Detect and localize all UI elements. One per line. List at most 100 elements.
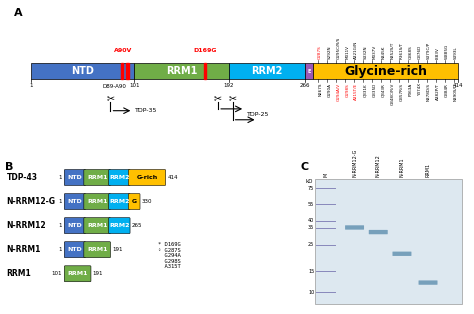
Text: 266: 266 — [300, 84, 310, 89]
FancyBboxPatch shape — [305, 63, 313, 79]
Text: G-rich: G-rich — [137, 175, 157, 180]
Text: N378D/S: N378D/S — [427, 83, 431, 101]
Text: G298S: G298S — [346, 83, 349, 97]
Text: 1: 1 — [59, 199, 62, 204]
FancyBboxPatch shape — [109, 218, 130, 234]
Text: * D169G: * D169G — [157, 242, 180, 247]
Text: B: B — [5, 162, 13, 171]
Text: G376D: G376D — [418, 45, 422, 59]
Text: N-RRM12-G: N-RRM12-G — [7, 197, 55, 206]
Text: N352S/T: N352S/T — [391, 42, 395, 59]
FancyBboxPatch shape — [84, 218, 110, 234]
Text: M311V: M311V — [346, 46, 349, 59]
Text: I383V: I383V — [436, 48, 440, 59]
Text: NTD: NTD — [68, 223, 82, 228]
Text: Q331K: Q331K — [364, 83, 367, 96]
FancyBboxPatch shape — [64, 170, 86, 186]
Text: 330: 330 — [142, 199, 152, 204]
FancyBboxPatch shape — [369, 230, 388, 234]
Text: NTD: NTD — [68, 175, 82, 180]
FancyBboxPatch shape — [134, 63, 228, 79]
Text: A382P/T: A382P/T — [436, 83, 440, 100]
Text: 1: 1 — [59, 175, 62, 180]
Text: 265: 265 — [132, 223, 142, 228]
Text: A315T: A315T — [157, 264, 180, 269]
Text: G290A: G290A — [327, 83, 331, 97]
Text: Glycine-rich: Glycine-rich — [344, 65, 428, 78]
Text: RRM1: RRM1 — [7, 269, 31, 278]
Text: 40: 40 — [308, 218, 314, 223]
Text: 55: 55 — [308, 202, 314, 207]
Text: 1: 1 — [59, 247, 62, 252]
Text: G294A: G294A — [157, 253, 180, 258]
Text: RRM2: RRM2 — [251, 66, 283, 76]
FancyBboxPatch shape — [128, 170, 165, 186]
Text: N-RRM1: N-RRM1 — [7, 245, 41, 254]
Text: 35: 35 — [308, 225, 314, 230]
Bar — [204, 63, 206, 79]
Text: RRM1: RRM1 — [87, 247, 108, 252]
Text: N-RRM1: N-RRM1 — [400, 157, 404, 177]
Text: NTD: NTD — [71, 66, 94, 76]
Text: 1: 1 — [29, 84, 33, 89]
Text: P363A: P363A — [409, 83, 413, 96]
Text: D169G: D169G — [193, 48, 217, 53]
Text: RRM1: RRM1 — [87, 199, 108, 204]
Text: 101: 101 — [52, 271, 62, 276]
Text: G357R/S: G357R/S — [400, 83, 404, 101]
Text: 15: 15 — [308, 269, 314, 274]
Text: 192: 192 — [223, 84, 234, 89]
Text: N-RRM12: N-RRM12 — [376, 154, 381, 177]
Text: A321G/N: A321G/N — [355, 41, 358, 59]
FancyBboxPatch shape — [109, 170, 130, 186]
Text: TDP-35: TDP-35 — [136, 108, 158, 113]
FancyBboxPatch shape — [228, 63, 305, 79]
Text: RRM1: RRM1 — [87, 223, 108, 228]
Text: N-RRM12: N-RRM12 — [7, 221, 46, 230]
FancyBboxPatch shape — [392, 252, 411, 256]
Text: NTD: NTD — [68, 199, 82, 204]
Text: G295C/R/S: G295C/R/S — [337, 37, 340, 59]
Text: ✂: ✂ — [214, 94, 222, 103]
FancyBboxPatch shape — [64, 242, 86, 258]
Text: G368S: G368S — [409, 46, 413, 59]
Text: ✂: ✂ — [107, 94, 115, 103]
Text: Q343R: Q343R — [382, 83, 386, 97]
Text: A90V: A90V — [114, 48, 132, 53]
Text: 414: 414 — [167, 175, 178, 180]
Text: C: C — [301, 162, 309, 171]
Text: 414: 414 — [453, 84, 464, 89]
FancyBboxPatch shape — [64, 218, 86, 234]
FancyBboxPatch shape — [64, 266, 91, 282]
Text: ✂: ✂ — [228, 94, 237, 103]
Bar — [121, 63, 123, 79]
Text: S332N: S332N — [364, 46, 367, 59]
Text: D89-A90: D89-A90 — [103, 84, 127, 89]
Text: M: M — [324, 173, 328, 177]
Text: N-RRM12-G: N-RRM12-G — [352, 149, 357, 177]
Text: RRM2: RRM2 — [109, 223, 129, 228]
Text: TDP-25: TDP-25 — [247, 112, 270, 117]
FancyBboxPatch shape — [109, 194, 130, 209]
FancyBboxPatch shape — [84, 194, 110, 209]
Text: ◦ G287S: ◦ G287S — [157, 248, 180, 253]
Text: N345K: N345K — [382, 46, 386, 59]
Text: E: E — [308, 69, 311, 74]
FancyBboxPatch shape — [315, 179, 462, 304]
Text: G384R: G384R — [445, 83, 449, 97]
Text: 191: 191 — [112, 247, 123, 252]
Text: G348C/R/V: G348C/R/V — [391, 83, 395, 105]
Text: S393L: S393L — [454, 47, 458, 59]
Text: G: G — [132, 199, 137, 204]
Text: NTD: NTD — [68, 247, 82, 252]
Text: 10: 10 — [308, 290, 314, 295]
FancyBboxPatch shape — [64, 194, 86, 209]
Text: G294A/V: G294A/V — [337, 83, 340, 101]
Text: G298S: G298S — [157, 259, 180, 264]
Text: N390S/D: N390S/D — [454, 83, 458, 101]
Text: W385G: W385G — [445, 44, 449, 59]
Text: 75: 75 — [308, 186, 314, 191]
Text: kD: kD — [305, 179, 313, 184]
Text: RRM1: RRM1 — [166, 66, 197, 76]
Text: 101: 101 — [129, 84, 139, 89]
